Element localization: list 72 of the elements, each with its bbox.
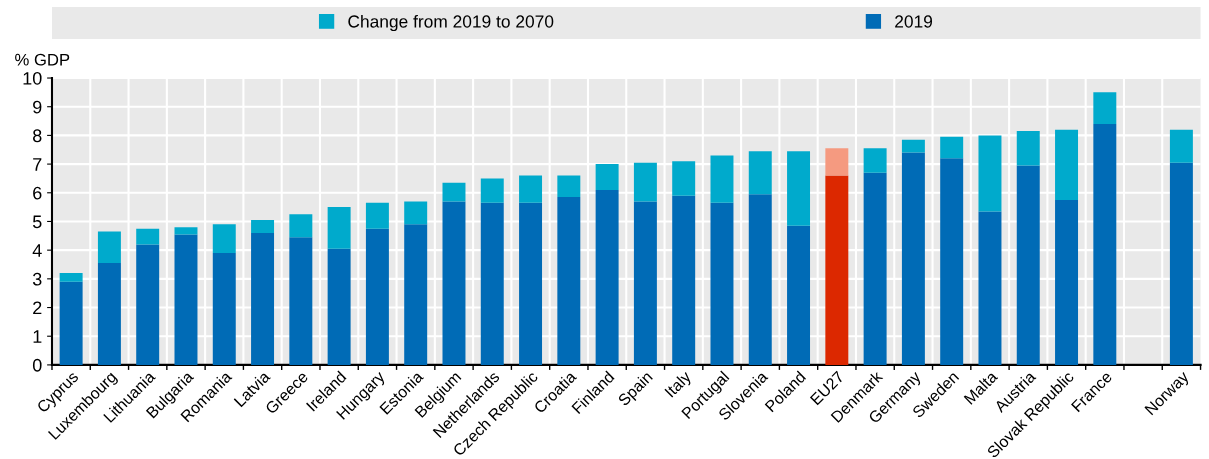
bar	[519, 175, 543, 203]
bar	[97, 231, 121, 264]
bar	[212, 253, 236, 365]
bar	[863, 172, 887, 365]
bar	[174, 227, 198, 235]
bar	[519, 202, 543, 365]
bar	[901, 152, 925, 365]
bar	[633, 162, 657, 202]
bar	[327, 248, 351, 365]
bar	[251, 232, 275, 365]
bar	[633, 201, 657, 365]
bar	[404, 201, 428, 225]
bar	[365, 202, 389, 229]
bar	[557, 175, 581, 198]
bar	[404, 224, 428, 365]
bar	[174, 234, 198, 365]
bar	[136, 228, 160, 245]
bar	[1055, 129, 1079, 200]
y-tick-label: 1	[33, 330, 42, 343]
bar	[59, 273, 83, 282]
y-tick-label: 8	[33, 129, 42, 143]
bar	[672, 195, 696, 365]
bar	[748, 151, 772, 195]
bar	[1169, 129, 1193, 163]
bar	[251, 220, 275, 233]
bar	[136, 244, 160, 365]
bar	[940, 158, 964, 365]
y-tick-label: 9	[33, 100, 42, 114]
y-tick-label: 2	[33, 301, 42, 315]
bar	[787, 151, 811, 226]
bar	[825, 175, 849, 365]
y-tick-label: 10	[23, 71, 42, 85]
bar	[365, 228, 389, 365]
bar	[327, 207, 351, 249]
bar	[825, 148, 849, 176]
legend-label: 2019	[895, 15, 933, 28]
y-tick-label: 6	[33, 186, 42, 200]
bar	[212, 224, 236, 254]
bar	[557, 197, 581, 365]
bar	[595, 164, 619, 190]
y-tick-label: 3	[32, 272, 42, 286]
y-tick-label: 7	[33, 158, 42, 171]
bar	[978, 211, 1002, 365]
bar	[978, 135, 1002, 212]
bar	[787, 225, 811, 365]
bar	[710, 155, 734, 203]
bar	[940, 136, 964, 159]
bar	[1055, 199, 1079, 365]
legend-label: Change from 2019 to 2070	[348, 14, 554, 32]
bar	[1016, 131, 1040, 166]
y-axis-title: % GDP	[15, 53, 70, 66]
y-tick-label: 0	[32, 358, 42, 372]
bar	[289, 237, 313, 365]
bar	[1093, 123, 1117, 365]
bar	[748, 194, 772, 365]
bar	[901, 139, 925, 153]
y-tick-label: 5	[32, 215, 42, 229]
bar	[480, 202, 504, 365]
bar	[289, 214, 313, 238]
bar	[863, 148, 887, 173]
bar	[710, 202, 734, 365]
bar	[1169, 162, 1193, 365]
bar	[442, 201, 466, 365]
bar	[1016, 165, 1040, 365]
y-tick-label: 4	[32, 244, 42, 257]
bar	[442, 182, 466, 202]
bar	[1093, 92, 1117, 124]
bar	[59, 281, 83, 365]
bar	[672, 161, 696, 196]
bar	[97, 263, 121, 365]
bar	[595, 189, 619, 365]
bar	[480, 178, 504, 203]
